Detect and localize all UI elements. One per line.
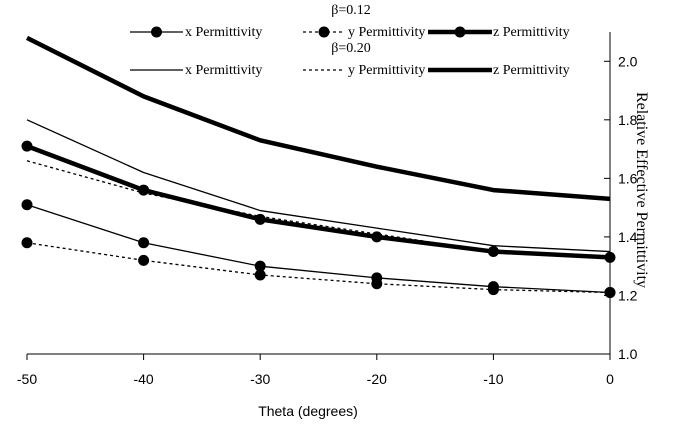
series-line-4 — [26, 160, 611, 259]
data-point — [138, 237, 150, 249]
data-point — [604, 287, 616, 299]
series-line-0 — [26, 204, 611, 294]
legend-group-title: β=0.20 — [331, 41, 371, 56]
y-tick-label: 1.6 — [618, 170, 638, 186]
data-point — [254, 269, 266, 281]
axes: -50 -40 -30 -20 -10 01.0 1.2 1.4 1.6 1.8 2.0 — [17, 32, 638, 387]
x-axis-title: Theta (degrees) — [258, 403, 358, 419]
x-tick-label: -40 — [133, 371, 153, 387]
x-tick-label: -20 — [367, 371, 387, 387]
x-tick-label: -10 — [483, 371, 503, 387]
data-point — [21, 237, 33, 249]
data-point — [371, 231, 383, 243]
legend-swatch-marker — [151, 26, 162, 38]
legend-entry-label: x Permittivity — [185, 63, 262, 78]
legend-entry-label: z Permittivity — [493, 63, 570, 78]
y-tick-label: 1.0 — [618, 346, 638, 362]
data-point — [371, 278, 383, 290]
legend-entry-label: z Permittivity — [493, 25, 570, 40]
data-point — [21, 199, 33, 211]
x-tick-label: -50 — [17, 371, 37, 387]
legend-entry-label: x Permittivity — [185, 25, 262, 40]
series-line-2 — [26, 144, 611, 260]
y-tick-label: 1.8 — [618, 112, 638, 128]
legend: β=0.12 x Permittivity y Permittivity z Perm… — [130, 3, 570, 78]
data-point — [254, 260, 266, 272]
series-line-5 — [25, 35, 611, 202]
legend-swatch-marker — [454, 26, 466, 38]
data-point — [138, 254, 150, 266]
series-layer — [21, 35, 616, 299]
legend-entry-label: y Permittivity — [348, 63, 425, 78]
legend-swatch-marker — [318, 26, 330, 38]
legend-entry-label: y Permittivity — [348, 25, 425, 40]
legend-group-title: β=0.12 — [331, 3, 371, 18]
x-tick-label: 0 — [606, 371, 614, 387]
series-line-1 — [26, 242, 611, 294]
y-tick-label: 1.2 — [618, 287, 638, 303]
series-line-3 — [26, 119, 611, 253]
x-tick-label: -30 — [250, 371, 270, 387]
y-tick-label: 2.0 — [618, 53, 638, 69]
data-point — [487, 284, 499, 296]
y-axis-title: Relative Effective Permittivity — [633, 92, 650, 288]
data-point — [138, 184, 150, 196]
y-tick-label: 1.4 — [618, 229, 638, 245]
data-point — [604, 251, 616, 263]
data-point — [21, 140, 33, 152]
